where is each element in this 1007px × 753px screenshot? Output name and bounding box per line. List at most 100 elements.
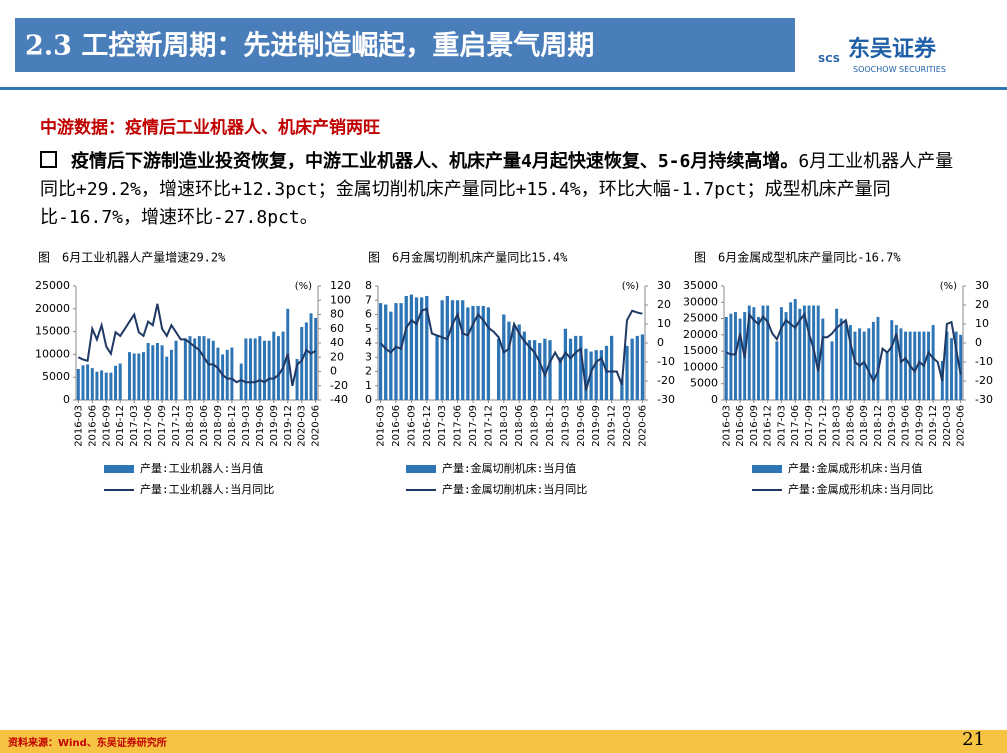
rule [0, 87, 1007, 90]
x-tick-label: 2018-03 [185, 405, 196, 447]
bar [779, 307, 783, 400]
x-tick-label: 2017-06 [143, 405, 154, 447]
x-tick-label: 2016-06 [391, 405, 402, 447]
legend-label: 产量:金属切削机床:当月值 [442, 461, 576, 475]
x-tick-label: 2018-12 [227, 405, 238, 447]
y2-unit: (%) [940, 281, 957, 292]
y2-tick-label: -20 [975, 374, 993, 387]
x-tick-label: 2018-09 [859, 405, 870, 447]
bar [155, 343, 159, 400]
bar [230, 347, 234, 400]
legend-swatch [406, 465, 436, 473]
legend-label: 产量:金属成形机床:当月值 [788, 461, 922, 475]
bar [734, 312, 737, 400]
bar [568, 338, 573, 400]
bar [378, 303, 383, 400]
x-tick-label: 2017-06 [790, 405, 801, 447]
bar [766, 305, 770, 400]
bar [137, 353, 141, 400]
y-tick-label: 25000 [35, 279, 70, 292]
bar [589, 351, 593, 400]
bar [295, 358, 299, 400]
y-tick-label: 5 [365, 322, 372, 335]
bar [165, 356, 169, 400]
bar [384, 304, 388, 400]
bar [959, 334, 963, 400]
logo-en: SOOCHOW SECURITIES [853, 65, 946, 74]
bar [141, 352, 145, 400]
bar [574, 335, 578, 400]
bar [599, 350, 603, 400]
x-tick-label: 2020-06 [637, 405, 648, 447]
bar [724, 316, 728, 400]
bar [821, 318, 825, 400]
chart-title: 图 6月工业机器人产量增速29.2% [38, 251, 226, 265]
bar [894, 325, 898, 400]
bar [729, 313, 733, 400]
x-tick-label: 2017-12 [171, 405, 182, 447]
y-tick-label: 30000 [683, 295, 718, 308]
x-tick-label: 2019-09 [591, 405, 602, 447]
y-tick-label: 2 [365, 365, 372, 378]
bar [450, 300, 455, 400]
bar [272, 331, 276, 400]
x-tick-label: 2018-12 [873, 405, 884, 447]
bar [517, 324, 521, 400]
y-tick-label: 5000 [42, 370, 70, 383]
bar [276, 336, 280, 400]
bar [594, 350, 598, 400]
bar [193, 338, 197, 400]
bar [404, 295, 408, 400]
x-tick-label: 2016-03 [721, 405, 732, 447]
y2-tick-label: 80 [330, 308, 344, 321]
legend-swatch [104, 465, 134, 473]
x-tick-label: 2017-03 [129, 405, 140, 447]
x-tick-label: 2019-06 [901, 405, 912, 447]
y2-tick-label: 20 [975, 298, 989, 311]
bar [104, 372, 108, 400]
y-tick-label: 1 [365, 379, 372, 392]
bar [440, 300, 444, 400]
x-tick-label: 2017-06 [453, 405, 464, 447]
bar [507, 321, 511, 400]
bar [211, 340, 215, 400]
bar [399, 303, 403, 400]
bar [202, 336, 206, 400]
x-tick-label: 2018-06 [845, 405, 856, 447]
bar [954, 331, 958, 400]
bar [146, 343, 150, 400]
x-tick-label: 2018-09 [213, 405, 224, 447]
y2-tick-label: -30 [975, 393, 993, 406]
y-tick-label: 25000 [683, 312, 718, 325]
bar [871, 321, 875, 400]
bar [867, 328, 871, 400]
bar [471, 305, 475, 400]
x-tick-label: 2016-12 [763, 405, 774, 447]
bar [300, 327, 304, 400]
bar [620, 378, 624, 400]
bar [904, 331, 908, 400]
bar [931, 325, 935, 400]
y-tick-label: 35000 [683, 279, 718, 292]
line [77, 303, 317, 387]
y2-tick-label: 20 [657, 298, 671, 311]
bar [414, 297, 419, 400]
x-tick-label: 2020-06 [311, 405, 322, 447]
legend-swatch [752, 465, 782, 473]
x-tick-label: 2016-06 [87, 405, 98, 447]
bar [917, 331, 921, 400]
chart-title: 图 6月金属切削机床产量同比15.4% [368, 250, 568, 265]
page-number: 21 [962, 729, 985, 750]
x-tick-label: 2019-03 [560, 405, 571, 447]
y2-tick-label: 0 [330, 365, 337, 378]
y2-tick-label: -20 [330, 379, 348, 392]
bar [543, 338, 547, 400]
x-tick-label: 2019-12 [607, 405, 618, 447]
y-tick-label: 20000 [35, 302, 70, 315]
bar [249, 338, 253, 400]
y2-tick-label: 0 [657, 336, 664, 349]
bar [793, 299, 797, 400]
x-tick-label: 2016-09 [749, 405, 760, 447]
bar [466, 307, 470, 400]
x-tick-label: 2016-06 [735, 405, 746, 447]
